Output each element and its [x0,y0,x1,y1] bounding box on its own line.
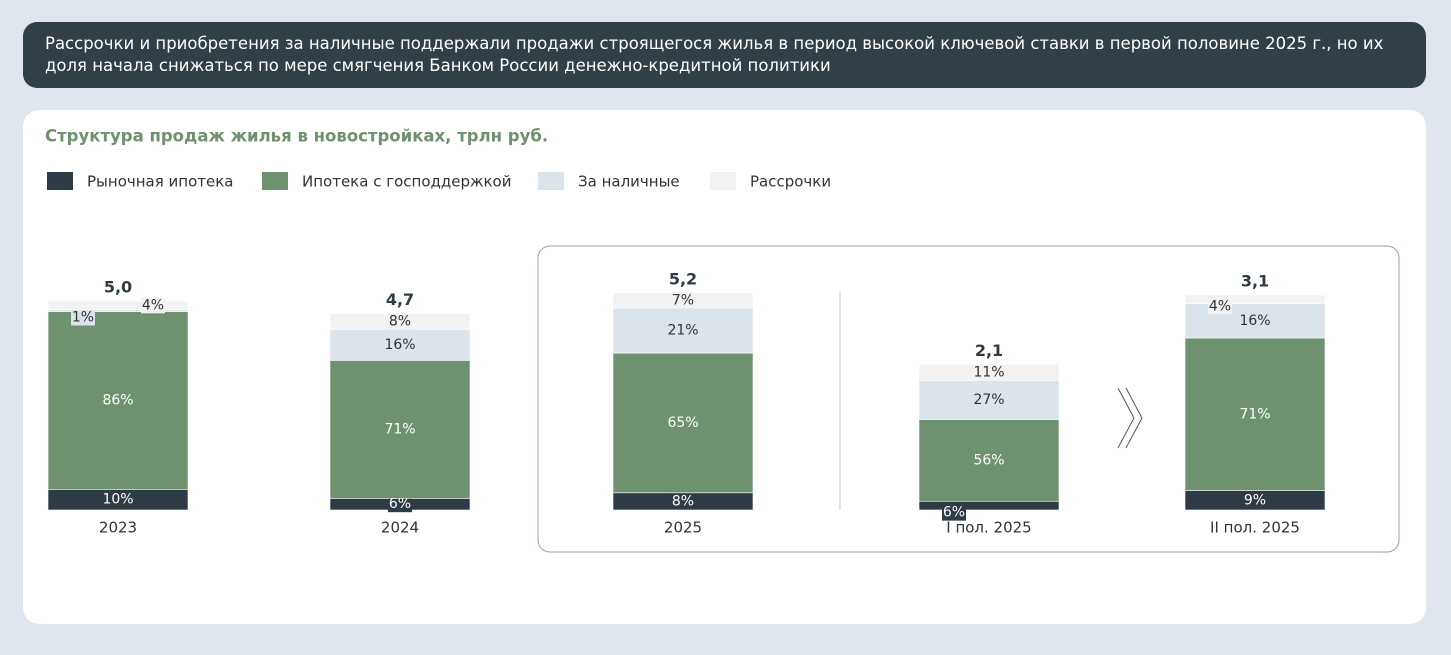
label-bg [942,504,966,521]
segment-label: 56% [973,452,1004,468]
total-label: 3,1 [1241,272,1269,291]
segment-label: 10% [102,492,133,508]
segment-label: 1% [72,310,94,326]
x-tick-label: I пол. 2025 [946,519,1031,537]
label-bg [671,493,695,510]
legend-label: За наличные [578,173,680,191]
total-label: 5,0 [104,278,132,297]
bar-segment [918,500,1060,511]
bar-segment [47,309,189,312]
label-bg [71,309,95,326]
label-bg [141,297,165,314]
label-bg [1243,406,1267,423]
segment-label: 21% [667,322,698,338]
label-bg [388,421,412,438]
x-tick-label: 2024 [381,519,419,537]
segment-label: 16% [384,337,415,353]
legend-swatch [710,172,736,190]
bar-segment [1184,294,1326,304]
label-bg [1243,492,1267,509]
total-label: 5,2 [669,269,697,288]
segment-label: 4% [142,297,164,313]
segment-label: 6% [943,505,965,521]
highlight-box [537,245,1400,553]
segment-label: 16% [1239,313,1270,329]
segment-label: 8% [389,314,411,330]
segment-label: 11% [973,364,1004,380]
label-bg [671,322,695,339]
bar-segment [47,300,189,310]
chart-title: Структура продаж жилья в новостройках, т… [45,127,548,146]
label-bg [106,491,130,508]
total-label: 2,1 [975,341,1003,360]
label-bg [388,336,412,353]
header: Рассрочки и приобретения за наличные под… [23,22,1426,88]
x-tick-label: II пол. 2025 [1210,519,1300,537]
segment-label: 71% [384,421,415,437]
legend-swatch [47,172,73,190]
x-tick-label: 2025 [664,519,702,537]
label-bg [671,292,695,309]
segment-label: 8% [672,493,694,509]
label-bg [106,392,130,409]
segment-label: 6% [389,496,411,512]
label-bg [977,392,1001,409]
label-bg [388,313,412,330]
label-bg [977,452,1001,469]
legend-swatch [262,172,288,190]
segment-label: 71% [1239,406,1270,422]
total-label: 4,7 [386,290,414,309]
chevron [1117,387,1143,449]
segment-label: 65% [667,415,698,431]
segment-label: 4% [1209,298,1231,314]
legend-swatch [538,172,564,190]
legend-label: Рассрочки [750,173,831,191]
segment-label: 7% [672,292,694,308]
label-bg [1208,298,1232,315]
x-tick-label: 2023 [99,519,137,537]
label-bg [977,364,1001,381]
label-bg [1243,312,1267,329]
label-bg [671,414,695,431]
segment-label: 9% [1244,492,1266,508]
segment-label: 27% [973,392,1004,408]
label-bg [388,496,412,513]
legend-label: Ипотека с господдержкой [302,173,512,191]
legend-label: Рыночная ипотека [87,173,233,191]
segment-label: 86% [102,392,133,408]
